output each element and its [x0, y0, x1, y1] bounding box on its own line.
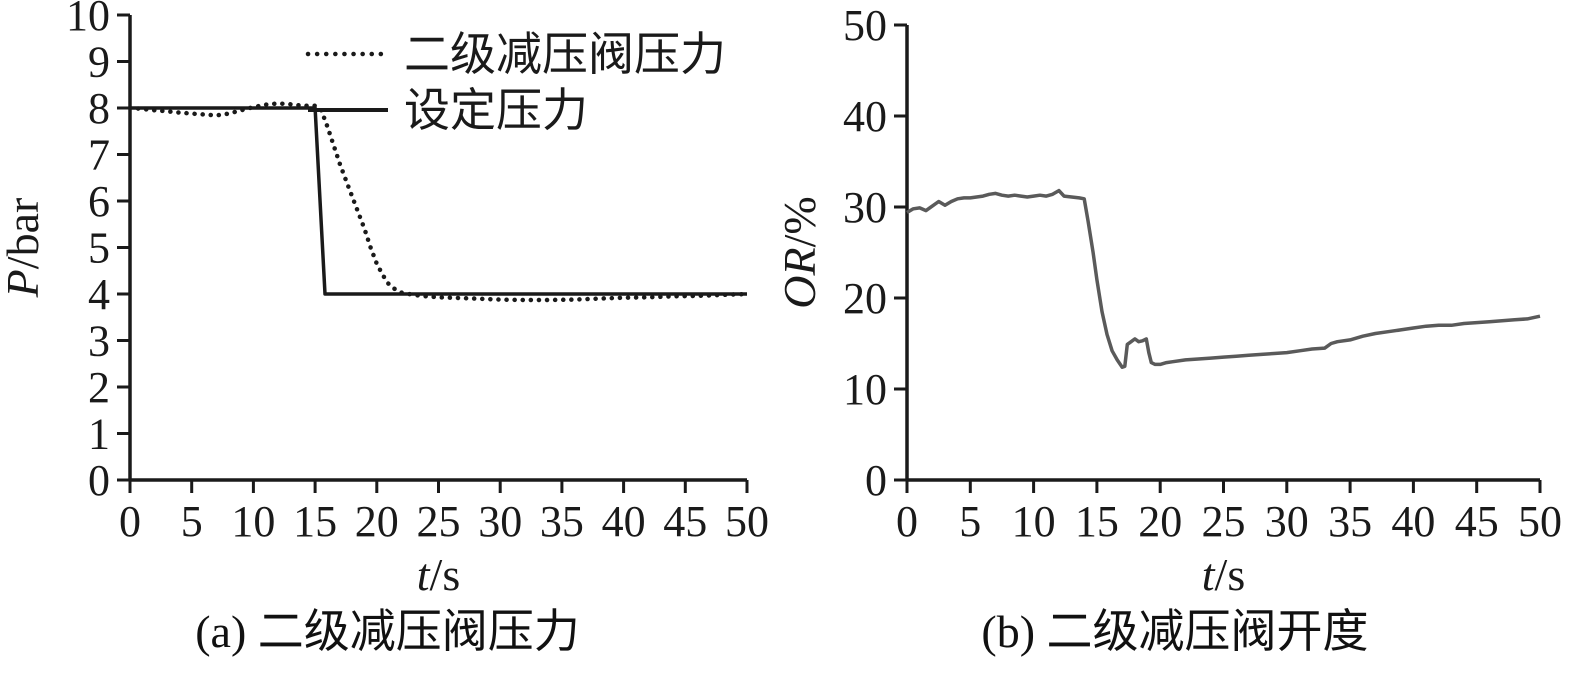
y-tick-label: 8	[88, 84, 110, 133]
x-tick-label: 15	[293, 497, 337, 546]
caption-a: (a) 二级减压阀压力	[195, 606, 580, 657]
y-tick-label: 2	[88, 363, 110, 412]
x-axis-label: t/s	[1202, 549, 1245, 600]
x-tick-label: 25	[1202, 497, 1246, 546]
x-tick-label: 45	[1455, 497, 1499, 546]
x-tick-label: 35	[540, 497, 584, 546]
y-tick-label: 30	[843, 183, 887, 232]
caption-b: (b) 二级减压阀开度	[981, 606, 1369, 657]
y-tick-label: 20	[843, 274, 887, 323]
x-tick-label: 15	[1075, 497, 1119, 546]
x-tick-label: 30	[1265, 497, 1309, 546]
y-tick-label: 5	[88, 224, 110, 273]
x-tick-label: 0	[119, 497, 141, 546]
x-tick-label: 50	[725, 497, 769, 546]
y-tick-label: 10	[843, 365, 887, 414]
y-tick-label: 3	[88, 317, 110, 366]
x-tick-label: 40	[1391, 497, 1435, 546]
x-tick-label: 5	[959, 497, 981, 546]
y-tick-label: 4	[88, 270, 110, 319]
y-tick-label: 9	[88, 38, 110, 87]
series-line	[127, 101, 750, 303]
x-tick-label: 20	[1138, 497, 1182, 546]
y-tick-label: 0	[88, 456, 110, 505]
y-tick-label: 1	[88, 410, 110, 459]
y-tick-label: 6	[88, 177, 110, 226]
legend-label: 设定压力	[404, 85, 588, 136]
x-tick-label: 50	[1518, 497, 1562, 546]
y-tick-label: 0	[865, 456, 887, 505]
y-tick-label: 40	[843, 92, 887, 141]
chart-a-valve-pressure: 0 5 10 15 20 25 30 35 40 45 50012345678910t/sP/bar…	[0, 0, 769, 600]
x-tick-label: 20	[355, 497, 399, 546]
x-tick-label: 45	[663, 497, 707, 546]
x-tick-label: 25	[417, 497, 461, 546]
y-axis-label: P/bar	[0, 198, 48, 299]
series-line	[906, 188, 1541, 369]
x-tick-label: 10	[231, 497, 275, 546]
x-tick-label: 30	[478, 497, 522, 546]
y-axis-label: OR/%	[775, 196, 825, 308]
panel-a: 0 5 10 15 20 25 30 35 40 45 50 0 1 2 3 4 5 6 7 8 9 10 t/s P/bar…	[0, 0, 775, 687]
series-line	[130, 106, 747, 296]
x-tick-label: 0	[896, 497, 918, 546]
x-tick-label: 5	[181, 497, 203, 546]
y-tick-label: 50	[843, 1, 887, 50]
panel-b: 0 5 10 15 20 25 30 35 40 45 50 0 10 20 30 40 50 t/s OR/% (…	[775, 0, 1575, 687]
y-tick-label: 7	[88, 131, 110, 180]
x-tick-label: 10	[1012, 497, 1056, 546]
x-tick-label: 40	[602, 497, 646, 546]
y-tick-label: 10	[66, 0, 110, 40]
legend-label: 二级减压阀压力	[404, 29, 726, 80]
x-tick-label: 35	[1328, 497, 1372, 546]
x-axis-label: t/s	[417, 549, 460, 600]
